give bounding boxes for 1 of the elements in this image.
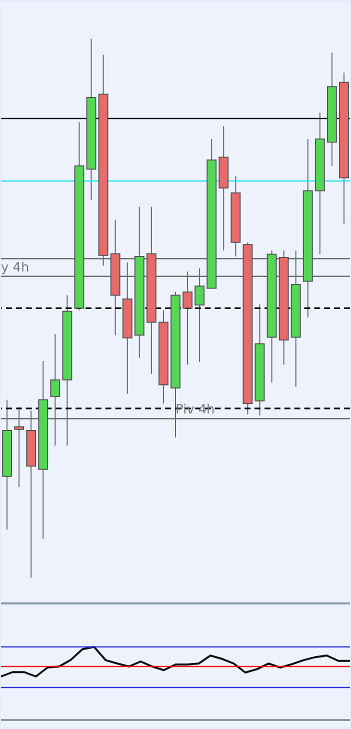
ref-line-label: y 4h [0, 260, 30, 276]
